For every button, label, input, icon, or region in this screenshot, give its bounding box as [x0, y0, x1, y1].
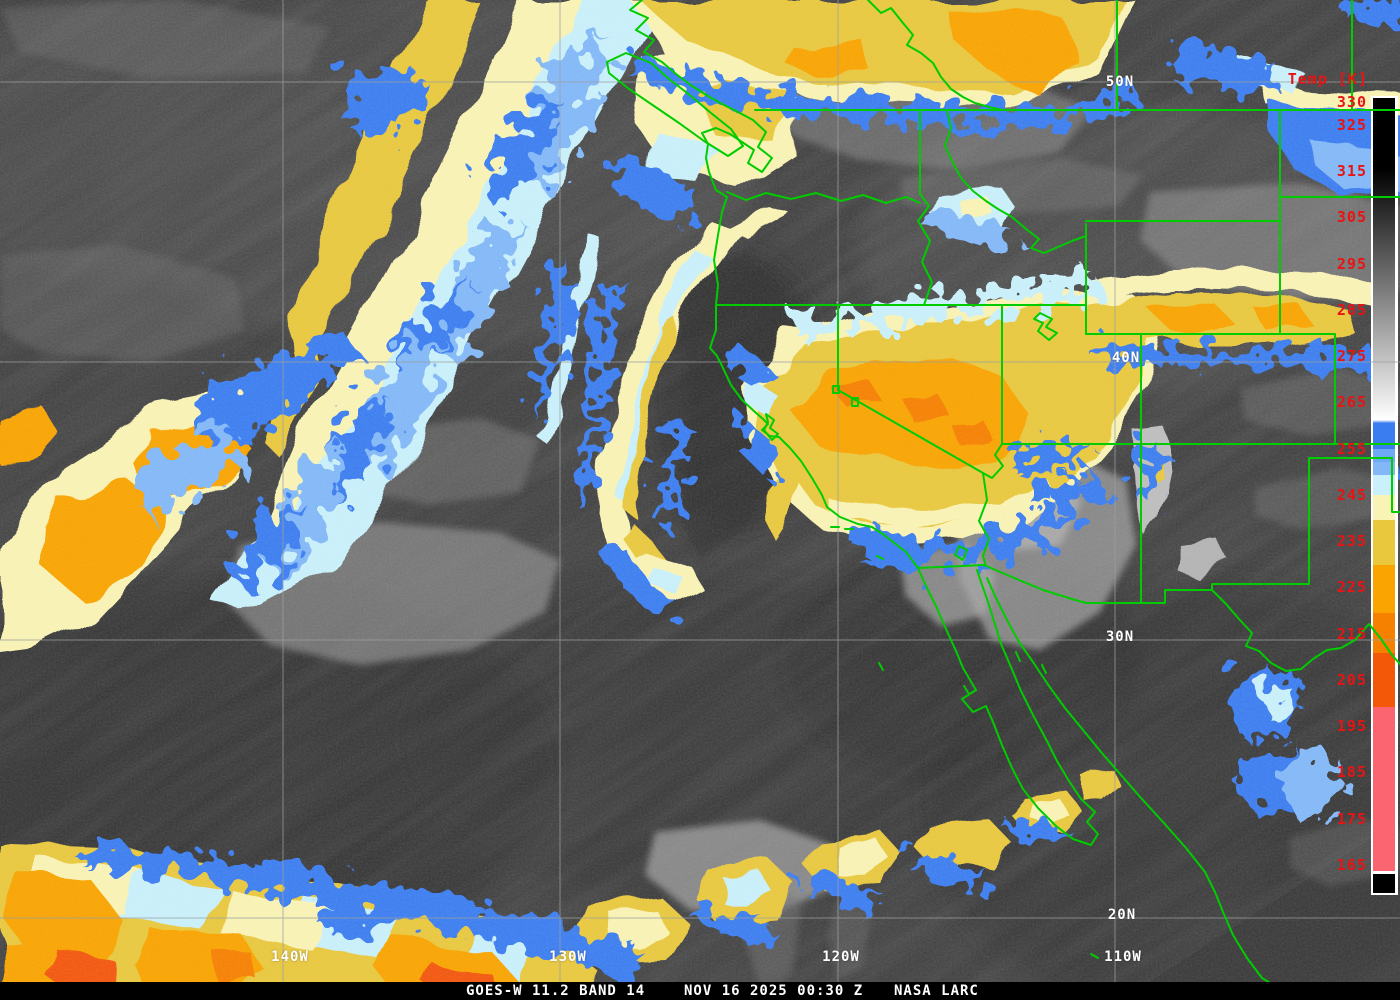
rio-grande	[1211, 589, 1400, 672]
colorbar-tick-165: 165	[1336, 856, 1367, 874]
caption-credit: NASA LARC	[894, 983, 979, 999]
lon-label-140w: 140W	[271, 949, 309, 965]
tx-ok-border	[1308, 457, 1400, 513]
lake-tahoe	[832, 385, 840, 394]
colorbar-title: Temp [K]	[1287, 70, 1368, 88]
lat-label-20n: 20N	[1107, 907, 1137, 923]
lon-label-130w: 130W	[549, 949, 587, 965]
lat-label-50n: 50N	[1105, 74, 1135, 90]
colorbar-tick-175: 175	[1336, 810, 1367, 828]
salton-sea	[954, 545, 968, 561]
lon-label-110w: 110W	[1104, 949, 1142, 965]
mexico-mainland-coast	[986, 577, 1317, 1000]
colorbar-gradient	[1373, 98, 1395, 893]
colorbar-tick-305: 305	[1336, 208, 1367, 226]
wy-co-border	[1085, 333, 1336, 445]
caption-datetime: NOV 16 2025 00:30 Z	[684, 983, 864, 999]
colorbar-tick-285: 285	[1336, 301, 1367, 319]
lat-label-30n: 30N	[1105, 629, 1135, 645]
vancouver-island	[606, 52, 744, 157]
us-mexico-border	[917, 564, 1213, 604]
colorbar-tick-315: 315	[1336, 162, 1367, 180]
map-boundaries	[606, 0, 1400, 1000]
colorbar-tick-325: 325	[1336, 116, 1367, 134]
pacific-coastline	[629, 0, 1099, 846]
caption-bar: GOES-W 11.2 BAND 14 NOV 16 2025 00:30 Z …	[0, 982, 1400, 1000]
colorbar-tick-225: 225	[1336, 578, 1367, 596]
colorbar-tick-275: 275	[1336, 347, 1367, 365]
colorbar	[1371, 96, 1398, 895]
colorbar-tick-330: 330	[1336, 93, 1367, 111]
islands	[830, 526, 1099, 959]
colorado-river-border	[978, 443, 1004, 567]
nm-tx-border	[1211, 457, 1310, 591]
colorbar-tick-265: 265	[1336, 393, 1367, 411]
great-salt-lake	[1033, 312, 1058, 341]
caption-product: GOES-W 11.2 BAND 14	[466, 983, 646, 999]
colorbar-tick-245: 245	[1336, 486, 1367, 504]
colorbar-tick-295: 295	[1336, 255, 1367, 273]
lon-label-120w: 120W	[822, 949, 860, 965]
lat-label-40n: 40N	[1111, 350, 1141, 366]
wa-or-border	[726, 191, 921, 204]
colorbar-tick-205: 205	[1336, 671, 1367, 689]
colorbar-tick-235: 235	[1336, 532, 1367, 550]
bc-ab-border	[867, 0, 1003, 111]
colorbar-tick-185: 185	[1336, 763, 1367, 781]
colorbar-tick-195: 195	[1336, 717, 1367, 735]
sf-bay	[763, 413, 779, 441]
pyramid-lake	[851, 397, 859, 407]
wa-id-or-border	[917, 109, 933, 306]
colorbar-tick-215: 215	[1336, 625, 1367, 643]
colorbar-tick-255: 255	[1336, 440, 1367, 458]
id-mt-border	[944, 109, 1087, 254]
mt-nd-sd-border	[1279, 109, 1400, 335]
